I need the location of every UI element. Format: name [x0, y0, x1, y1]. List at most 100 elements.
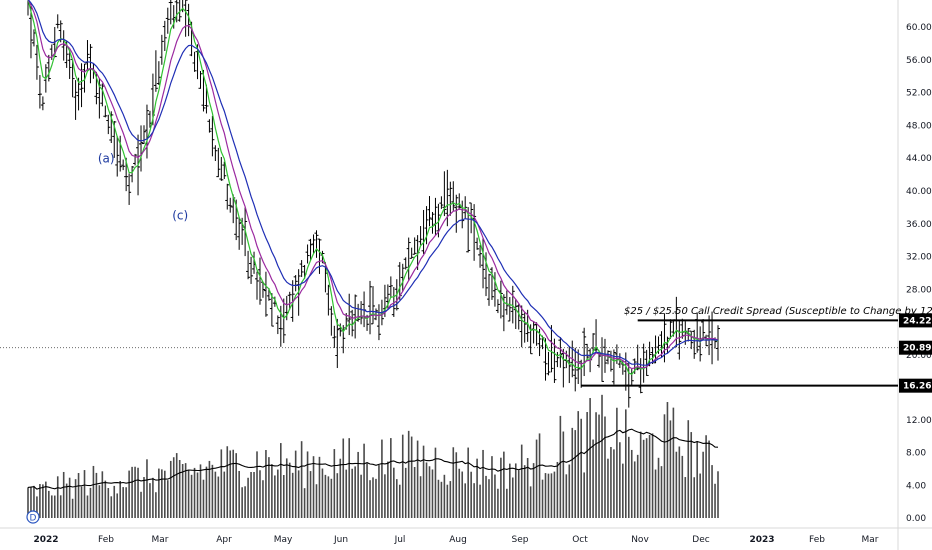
price-levels [0, 319, 898, 387]
volume-bar [648, 434, 651, 518]
volume-bar [595, 412, 597, 518]
volume-bar [610, 446, 612, 518]
svg-text:16.26: 16.26 [903, 382, 931, 392]
volume-bar [110, 496, 113, 518]
price-tick-label: 28.00 [906, 285, 932, 295]
price-axis[interactable]: 60.00 56.00 52.00 48.00 44.00 40.00 36.00 32.00… [899, 23, 932, 524]
ohlc-bar [228, 197, 233, 213]
volume-bar [71, 498, 74, 518]
volume-bar [672, 407, 675, 518]
volume-bar [470, 471, 472, 518]
ohlc-bar [85, 40, 90, 71]
volume-bar [220, 449, 223, 518]
ohlc-bar [34, 44, 39, 80]
time-tick-label: 2023 [749, 535, 774, 545]
volume-bar [449, 481, 452, 518]
ohlc-bar [332, 325, 337, 348]
ohlc-bar [231, 194, 236, 224]
volume-bar [89, 487, 92, 518]
chart-labels: $25 / $25.50 Call Credit Spread (Suscept… [26, 151, 932, 524]
volume-bar [583, 472, 585, 518]
ohlc-bar [501, 294, 506, 332]
volume-bar [247, 477, 249, 518]
volume-bar [214, 471, 217, 518]
ohlc-bar [207, 119, 212, 133]
time-tick-label: Dec [692, 535, 709, 545]
volume-bar [190, 474, 193, 518]
price-tick-label: 52.00 [906, 89, 932, 99]
volume-bar [294, 450, 297, 518]
ohlc-bar [469, 202, 474, 234]
volume-bar [464, 483, 466, 518]
volume-bar [446, 484, 449, 518]
volume-bar [598, 414, 600, 518]
volume-tick-label: 0.00 [906, 514, 926, 524]
volume-bar [514, 463, 517, 518]
ohlc-bar [317, 238, 322, 274]
volume-bar [321, 468, 324, 518]
ohlc-bar [513, 298, 518, 330]
volume-bar [681, 455, 684, 518]
volume-bar [428, 466, 431, 518]
volume-bar [488, 479, 490, 518]
ohlc-bar [103, 105, 108, 118]
volume-bar [169, 460, 172, 518]
volume-bar [140, 491, 142, 518]
volume-bar [161, 469, 163, 518]
dividend-marker[interactable]: D [26, 510, 40, 524]
ohlc-bar [192, 51, 197, 72]
volume-bar [473, 483, 475, 518]
ohlc-bar [433, 197, 438, 236]
ohlc-bar [97, 78, 102, 119]
volume-bar [211, 464, 214, 518]
ohlc-bar [246, 250, 251, 280]
volume-bar [324, 474, 327, 518]
volume-bar [574, 430, 577, 518]
ohlc-bar [406, 237, 411, 281]
ohlc-bar [305, 244, 310, 264]
volume-bar [616, 407, 618, 518]
volume-bar [50, 495, 53, 518]
volume-bar [65, 483, 68, 518]
volume-bar [360, 474, 362, 518]
volume-bar [146, 459, 148, 518]
ohlc-bar [290, 280, 295, 322]
volume-bar [351, 468, 353, 518]
volume-bar [699, 473, 701, 518]
svg-text:24.22: 24.22 [903, 316, 931, 326]
ohlc-bar [510, 285, 515, 324]
volume-bar [458, 468, 461, 518]
volume-bar [77, 473, 80, 518]
volume-bar [425, 462, 428, 518]
volume-bar [285, 458, 288, 518]
volume-bar [277, 469, 279, 518]
time-tick-label: Apr [216, 535, 232, 545]
ohlc-bar [481, 238, 486, 289]
volume-bar [187, 469, 190, 518]
volume-bar [642, 439, 645, 518]
ohlc-bar [115, 136, 120, 177]
volume-bar [556, 461, 559, 518]
ohlc-bar [269, 293, 274, 327]
volume-bar [482, 449, 484, 518]
volume-bar [529, 486, 532, 518]
svg-text:20.89: 20.89 [903, 344, 931, 354]
volume-bar [107, 488, 110, 518]
time-axis[interactable]: 2022 Feb Mar Apr May Jun Jul Aug Sep Oct Nov Dec 202… [33, 535, 878, 545]
ohlc-bar [611, 349, 616, 385]
volume-bar [175, 453, 178, 518]
volume-bar [134, 466, 136, 518]
ohlc-bar [573, 347, 578, 392]
ohlc-bar [130, 165, 135, 183]
time-tick-label: Mar [862, 535, 879, 545]
volume-bar [407, 430, 410, 518]
volume-bar [336, 473, 339, 518]
volume-tick-label: 8.00 [906, 449, 926, 459]
ohlc-bar [165, 7, 170, 34]
volume-bar [443, 474, 446, 518]
volume-bar [33, 485, 35, 518]
wave-label: (c) [172, 209, 188, 223]
volume-bar [238, 470, 240, 518]
volume-bar [357, 451, 359, 518]
volume-bar [104, 480, 107, 518]
